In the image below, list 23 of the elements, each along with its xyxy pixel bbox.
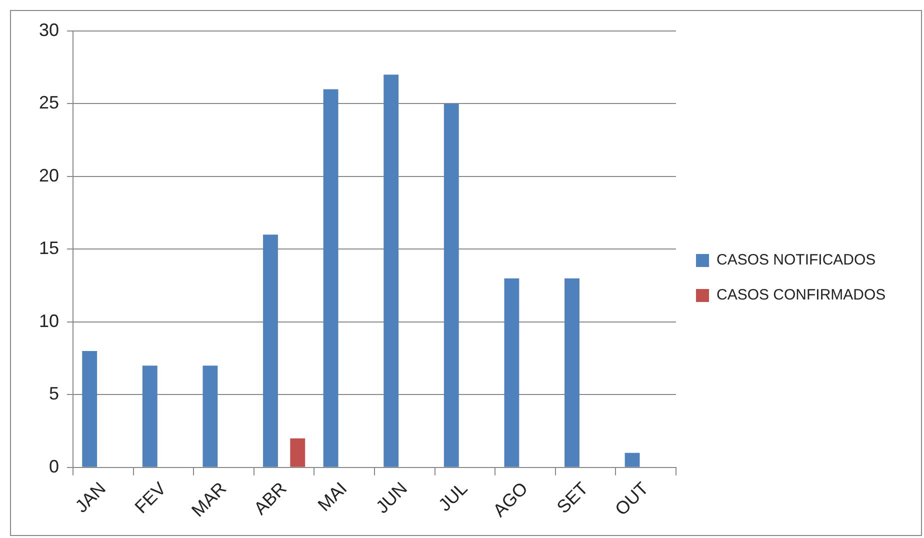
bar	[564, 278, 580, 467]
legend-label: CASOS CONFIRMADOS	[716, 286, 886, 304]
bar	[290, 438, 306, 467]
bar	[504, 278, 520, 467]
y-tick-label: 0	[49, 456, 60, 476]
x-tick-label: JAN	[71, 478, 110, 516]
bar	[444, 104, 459, 467]
y-tick-label: 5	[49, 384, 60, 404]
x-tick-label: JUL	[434, 478, 472, 516]
bar	[142, 366, 158, 467]
y-tick-label: 10	[38, 310, 60, 331]
y-tick-label: 30	[38, 20, 60, 40]
bar	[202, 366, 218, 467]
x-tick-label: MAI	[314, 478, 351, 516]
legend-label: CASOS NOTIFICADOS	[716, 252, 876, 269]
bar	[624, 452, 640, 467]
bar	[384, 74, 399, 467]
bar	[263, 234, 278, 467]
y-tick-label: 20	[38, 165, 60, 186]
y-tick-label: 25	[38, 92, 60, 113]
bar	[323, 89, 338, 467]
bar	[82, 351, 98, 467]
y-tick-label: 15	[38, 238, 60, 258]
